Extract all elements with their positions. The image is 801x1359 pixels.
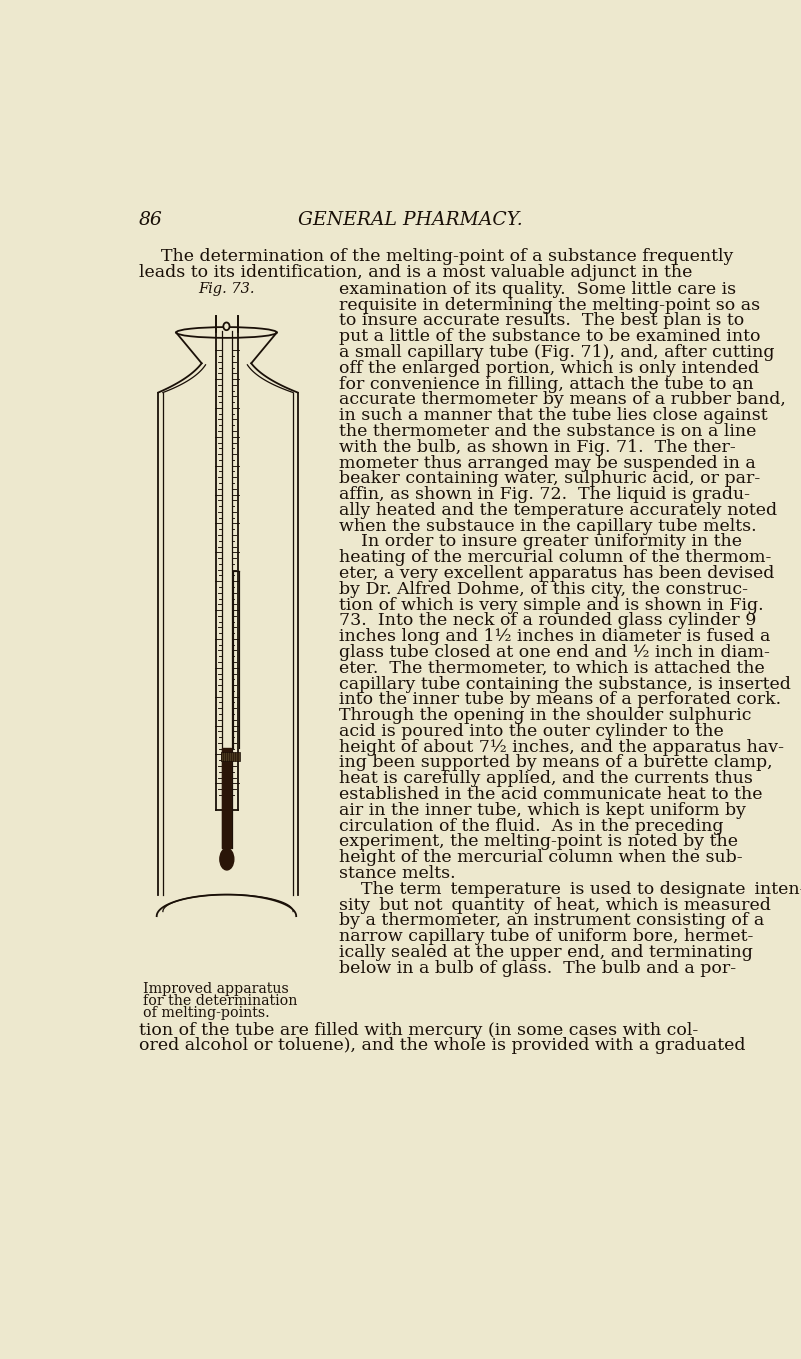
Text: to insure accurate results.  The best plan is to: to insure accurate results. The best pla…: [339, 313, 744, 329]
Text: tion of which is very simple and is shown in Fig.: tion of which is very simple and is show…: [339, 597, 763, 614]
Text: for convenience in filling, attach the tube to an: for convenience in filling, attach the t…: [339, 375, 754, 393]
Text: heating of the mercurial column of the thermom-: heating of the mercurial column of the t…: [339, 549, 771, 567]
Text: Improved apparatus: Improved apparatus: [143, 981, 288, 996]
Text: inches long and 1½ inches in diameter is fused a: inches long and 1½ inches in diameter is…: [339, 628, 771, 646]
Text: stance melts.: stance melts.: [339, 864, 456, 882]
Text: GENERAL PHARMACY.: GENERAL PHARMACY.: [298, 211, 522, 228]
Bar: [223, 749, 231, 848]
Text: sity  but not  quantity  of heat, which is measured: sity but not quantity of heat, which is …: [339, 897, 771, 913]
Text: acid is poured into the outer cylinder to the: acid is poured into the outer cylinder t…: [339, 723, 723, 739]
Text: tion of the tube are filled with mercury (in some cases with col-: tion of the tube are filled with mercury…: [139, 1022, 698, 1038]
Text: by Dr. Alfred Dohme, of this city, the construc-: by Dr. Alfred Dohme, of this city, the c…: [339, 580, 748, 598]
Text: of melting-points.: of melting-points.: [143, 1006, 269, 1021]
Text: the thermometer and the substance is on a line: the thermometer and the substance is on …: [339, 423, 756, 440]
Text: Fig. 73.: Fig. 73.: [198, 283, 255, 296]
Text: put a little of the substance to be examined into: put a little of the substance to be exam…: [339, 329, 760, 345]
Text: height of about 7½ inches, and the apparatus hav-: height of about 7½ inches, and the appar…: [339, 739, 784, 756]
Text: into the inner tube by means of a perforated cork.: into the inner tube by means of a perfor…: [339, 692, 781, 708]
Text: The determination of the melting-point of a substance frequently: The determination of the melting-point o…: [139, 247, 733, 265]
Text: capillary tube containing the substance, is inserted: capillary tube containing the substance,…: [339, 675, 791, 693]
Text: for the determination: for the determination: [143, 993, 297, 1008]
Text: mometer thus arranged may be suspended in a: mometer thus arranged may be suspended i…: [339, 454, 755, 472]
Text: narrow capillary tube of uniform bore, hermet-: narrow capillary tube of uniform bore, h…: [339, 928, 753, 945]
Text: eter, a very excellent apparatus has been devised: eter, a very excellent apparatus has bee…: [339, 565, 775, 582]
Text: leads to its identification, and is a most valuable adjunct in the: leads to its identification, and is a mo…: [139, 264, 692, 280]
Text: air in the inner tube, which is kept uniform by: air in the inner tube, which is kept uni…: [339, 802, 746, 818]
Text: 73.  Into the neck of a rounded glass cylinder 9: 73. Into the neck of a rounded glass cyl…: [339, 613, 756, 629]
Text: heat is carefully applied, and the currents thus: heat is carefully applied, and the curre…: [339, 771, 753, 787]
Text: when the substauce in the capillary tube melts.: when the substauce in the capillary tube…: [339, 518, 756, 534]
Text: experiment, the melting-point is noted by the: experiment, the melting-point is noted b…: [339, 833, 738, 851]
Text: circulation of the fluid.  As in the preceding: circulation of the fluid. As in the prec…: [339, 818, 723, 834]
Text: off the enlarged portion, which is only intended: off the enlarged portion, which is only …: [339, 360, 759, 376]
Text: ored alcohol or toluene), and the whole is provided with a graduated: ored alcohol or toluene), and the whole …: [139, 1037, 746, 1055]
Text: a small capillary tube (Fig. 71), and, after cutting: a small capillary tube (Fig. 71), and, a…: [339, 344, 775, 361]
Text: Through the opening in the shoulder sulphuric: Through the opening in the shoulder sulp…: [339, 707, 751, 724]
Text: with the bulb, as shown in Fig. 71.  The ther-: with the bulb, as shown in Fig. 71. The …: [339, 439, 735, 455]
Text: eter.  The thermometer, to which is attached the: eter. The thermometer, to which is attac…: [339, 659, 765, 677]
Text: by a thermometer, an instrument consisting of a: by a thermometer, an instrument consisti…: [339, 912, 764, 930]
Text: 86: 86: [139, 211, 163, 228]
Text: beaker containing water, sulphuric acid, or par-: beaker containing water, sulphuric acid,…: [339, 470, 760, 488]
Text: established in the acid communicate heat to the: established in the acid communicate heat…: [339, 786, 763, 803]
Ellipse shape: [219, 848, 234, 870]
Text: requisite in determining the melting-point so as: requisite in determining the melting-poi…: [339, 296, 760, 314]
Text: affin, as shown in Fig. 72.  The liquid is gradu-: affin, as shown in Fig. 72. The liquid i…: [339, 487, 750, 503]
Text: examination of its quality.  Some little care is: examination of its quality. Some little …: [339, 281, 736, 298]
Text: In order to insure greater uniformity in the: In order to insure greater uniformity in…: [339, 534, 742, 550]
Text: ally heated and the temperature accurately noted: ally heated and the temperature accurate…: [339, 501, 777, 519]
Text: in such a manner that the tube lies close against: in such a manner that the tube lies clos…: [339, 408, 767, 424]
Ellipse shape: [223, 322, 230, 330]
Text: below in a bulb of glass.  The bulb and a por-: below in a bulb of glass. The bulb and a…: [339, 959, 736, 977]
Text: ing been supported by means of a burette clamp,: ing been supported by means of a burette…: [339, 754, 772, 772]
Text: glass tube closed at one end and ½ inch in diam-: glass tube closed at one end and ½ inch …: [339, 644, 770, 660]
Text: accurate thermometer by means of a rubber band,: accurate thermometer by means of a rubbe…: [339, 391, 786, 409]
Text: height of the mercurial column when the sub-: height of the mercurial column when the …: [339, 849, 743, 866]
Text: The term  temperature  is used to designate  inten-: The term temperature is used to designat…: [339, 881, 801, 898]
Text: ically sealed at the upper end, and terminating: ically sealed at the upper end, and term…: [339, 945, 753, 961]
Bar: [221, 752, 239, 761]
